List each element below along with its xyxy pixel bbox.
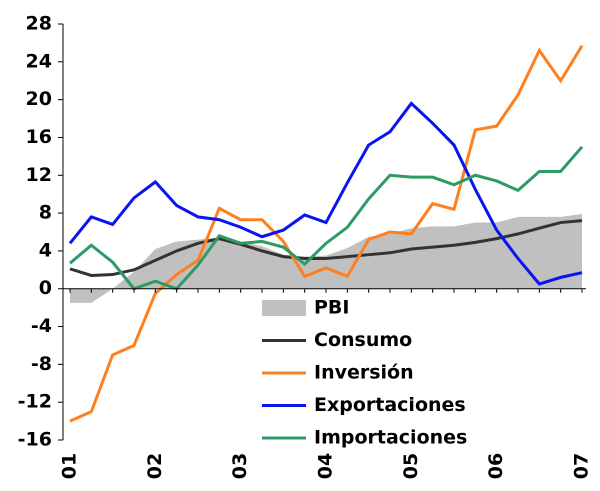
legend-label: Consumo xyxy=(314,329,412,351)
y-tick-label: -16 xyxy=(18,429,52,451)
x-tick-label: 04 xyxy=(315,453,337,479)
line xyxy=(69,219,583,278)
legend-label: Importaciones xyxy=(314,427,467,449)
legend-swatch xyxy=(262,300,306,316)
y-tick-label: 24 xyxy=(26,50,52,72)
y-tick-label: 12 xyxy=(26,164,52,186)
y-tick-label: 16 xyxy=(26,126,52,148)
x-tick-label: 02 xyxy=(144,453,166,479)
legend-label: Inversión xyxy=(314,362,414,384)
x-tick-label: 05 xyxy=(400,453,422,479)
y-tick-label: 28 xyxy=(26,13,52,35)
line xyxy=(69,145,584,291)
x-tick-label: 06 xyxy=(485,453,507,479)
line xyxy=(68,101,583,286)
legend-label: Exportaciones xyxy=(314,394,466,416)
y-tick-label: -8 xyxy=(31,353,52,375)
y-tick-label: 20 xyxy=(26,88,52,110)
y-tick-label: 4 xyxy=(39,239,52,261)
line xyxy=(69,44,584,423)
x-tick-label: 07 xyxy=(571,453,593,479)
y-tick-label: -12 xyxy=(18,391,52,413)
y-tick-label: -4 xyxy=(31,315,52,337)
y-tick-label: 8 xyxy=(39,202,52,224)
x-tick-label: 01 xyxy=(59,453,81,479)
y-tick-label: 0 xyxy=(39,277,52,299)
x-tick-label: 03 xyxy=(229,453,251,479)
legend-label: PBI xyxy=(314,297,349,319)
